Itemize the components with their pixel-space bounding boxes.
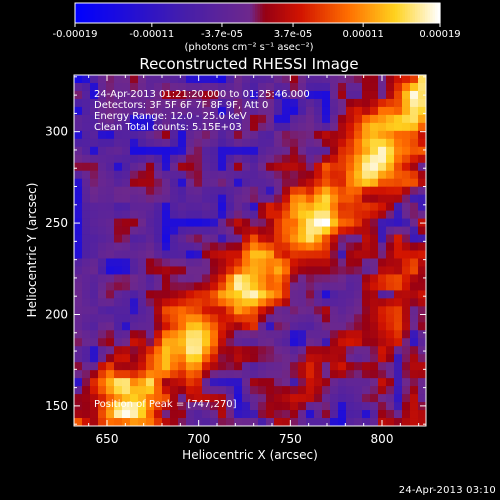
timestamp-label: 24-Apr-2013 03:10	[398, 485, 496, 496]
x-tick-label: 750	[279, 432, 302, 446]
y-tick-label: 300	[45, 125, 68, 139]
x-tick-label: 700	[187, 432, 210, 446]
colorbar-tick-label: -0.00019	[53, 29, 98, 40]
colorbar-tick-label: 0.00019	[419, 29, 460, 40]
colorbar-tick-label: 0.00011	[343, 29, 384, 40]
colorbar-tick-label: 3.7e-05	[274, 29, 312, 40]
axis-ticks: 650 700 750 800 150 200 250 300	[45, 75, 426, 446]
heatmap-cells	[74, 75, 427, 427]
annotation-line: Energy Range: 12.0 - 25.0 keV	[94, 111, 247, 122]
colorbar-unit-label: (photons cm⁻² s⁻¹ asec⁻²)	[184, 42, 313, 53]
peak-position-label: Position of Peak = [747,270]	[94, 399, 237, 410]
annotation-block: 24-Apr-2013 01:21:20.000 to 01:25:46.000…	[94, 89, 310, 133]
colorbar	[74, 2, 441, 24]
colorbar-ticks: -0.00019 -0.00011 -3.7e-05 3.7e-05 0.00011 0.…	[53, 23, 461, 40]
x-tick-label: 800	[371, 432, 394, 446]
colorbar-tick-label: -0.00011	[129, 29, 174, 40]
plot-frame	[73, 74, 427, 427]
y-tick-label: 150	[45, 399, 68, 413]
y-tick-label: 200	[45, 308, 68, 322]
x-axis-label: Heliocentric X (arcsec)	[182, 448, 318, 462]
y-axis-label: Heliocentric Y (arcsec)	[25, 183, 39, 318]
annotation-line: Detectors: 3F 5F 6F 7F 8F 9F, Att 0	[94, 100, 268, 111]
x-tick-label: 650	[96, 432, 119, 446]
y-tick-label: 250	[45, 216, 68, 230]
annotation-line: Clean Total counts: 5.15E+03	[94, 122, 242, 133]
chart-title: Reconstructed RHESSI Image	[139, 55, 358, 73]
annotation-line: 24-Apr-2013 01:21:20.000 to 01:25:46.000	[94, 89, 310, 100]
colorbar-tick-label: -3.7e-05	[201, 29, 243, 40]
